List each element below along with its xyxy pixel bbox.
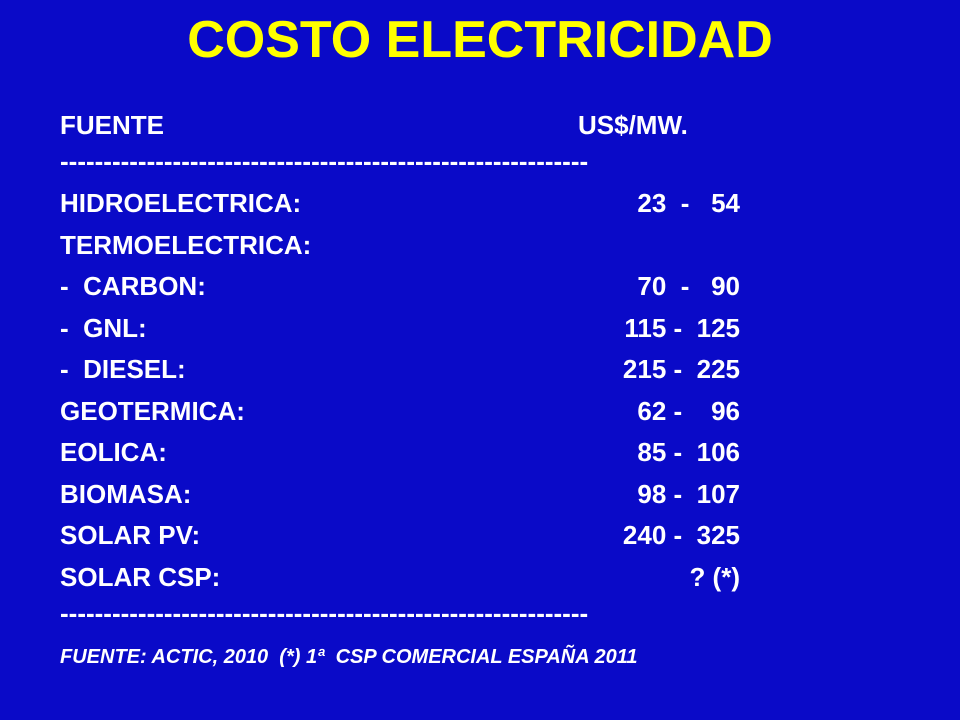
row-range: 240 - 325 (622, 520, 740, 550)
row-range: 115 - 125 (624, 312, 740, 343)
row-label: HIDROELECTRICA: (60, 188, 302, 218)
row-label: GEOTERMICA: (60, 395, 245, 426)
header-unit: US$/MW. (578, 110, 688, 140)
row-range: 70 - 90 (637, 271, 740, 301)
row-label: - GNL: (60, 312, 147, 343)
footer: FUENTE: ACTIC, 2010 (*) 1ª CSP COMERCIAL… (60, 646, 638, 668)
row-label: SOLAR PV: (60, 520, 201, 550)
separator: ----------------------------------------… (60, 146, 589, 176)
row-label: - CARBON: (60, 271, 206, 301)
row-range: 98 - 107 (637, 478, 740, 509)
row-label: TERMOELECTRICA: (60, 229, 312, 260)
row-range: 23 - 54 (637, 188, 740, 218)
row-label: EOLICA: (60, 437, 167, 467)
row-range: 62 - 96 (637, 395, 740, 426)
row-range: 215 - 225 (622, 354, 740, 384)
row-label: SOLAR CSP: (60, 561, 221, 592)
row-range: ? (*) (689, 561, 740, 592)
header-source: FUENTE (60, 110, 164, 140)
row-label: BIOMASA: (60, 478, 192, 509)
title: COSTO ELECTRICIDAD (187, 11, 773, 69)
separator: ----------------------------------------… (60, 598, 589, 628)
row-label: - DIESEL: (60, 354, 186, 384)
row-range: 85 - 106 (637, 437, 740, 467)
